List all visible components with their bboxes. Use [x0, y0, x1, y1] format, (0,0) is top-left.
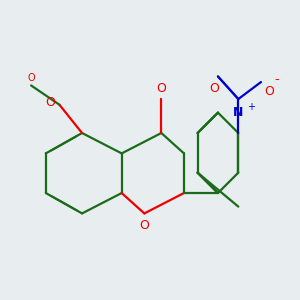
Text: N: N — [233, 106, 244, 119]
Text: O: O — [27, 73, 35, 83]
Text: O: O — [264, 85, 274, 98]
Text: O: O — [140, 219, 149, 232]
Text: +: + — [248, 102, 255, 112]
Text: O: O — [156, 82, 166, 94]
Text: O: O — [210, 82, 220, 95]
Text: -: - — [274, 73, 279, 86]
Text: O: O — [45, 96, 55, 109]
